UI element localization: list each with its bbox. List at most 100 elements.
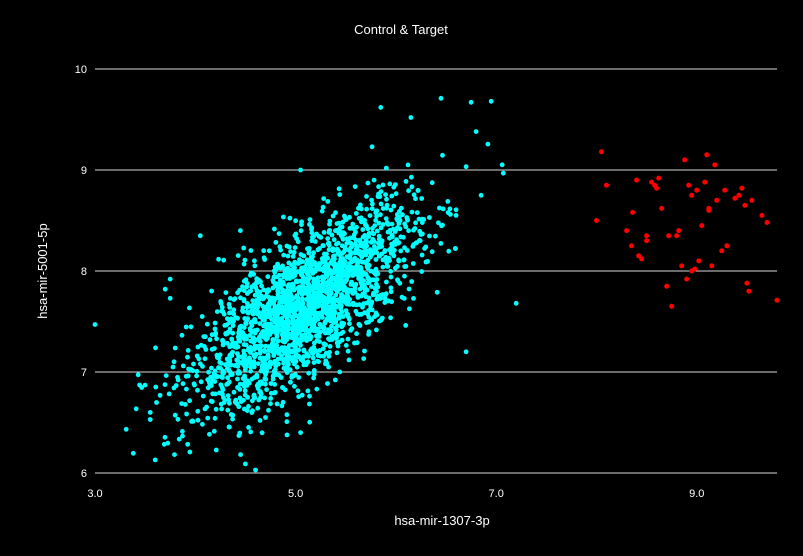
control-point: [418, 232, 424, 237]
control-point: [368, 277, 373, 283]
control-point: [273, 240, 279, 245]
control-point: [207, 431, 212, 437]
control-point: [262, 307, 268, 313]
control-point: [419, 196, 425, 201]
control-point: [311, 371, 317, 377]
control-point: [345, 311, 350, 317]
control-point: [347, 235, 353, 241]
control-point: [293, 218, 298, 224]
control-point: [278, 375, 284, 380]
control-point: [404, 248, 410, 253]
control-point: [277, 306, 282, 312]
control-point: [167, 295, 173, 301]
control-point: [213, 447, 219, 453]
control-point: [340, 323, 345, 329]
control-point: [320, 204, 326, 210]
control-point: [362, 241, 368, 247]
control-point: [346, 357, 352, 363]
control-point: [227, 424, 232, 430]
control-point: [244, 284, 250, 290]
control-point: [384, 263, 390, 269]
control-point: [213, 332, 218, 337]
x-tick-label: 5.0: [288, 488, 303, 500]
control-point: [247, 333, 253, 338]
target-point: [644, 238, 650, 244]
control-point: [248, 346, 254, 352]
control-point: [383, 291, 389, 297]
control-point: [153, 384, 159, 390]
control-point: [225, 316, 230, 322]
control-point: [374, 213, 379, 219]
control-point: [252, 394, 257, 400]
control-point: [406, 286, 412, 292]
control-point: [406, 228, 411, 234]
control-point: [267, 364, 273, 370]
control-point: [260, 359, 266, 365]
control-point: [242, 367, 248, 373]
control-point: [350, 221, 356, 227]
y-tick-label: 9: [81, 165, 87, 177]
control-point: [365, 257, 371, 263]
control-point: [392, 229, 398, 234]
control-point: [256, 383, 262, 389]
control-point: [279, 316, 285, 321]
control-point: [478, 192, 484, 198]
control-point: [231, 307, 237, 313]
control-point: [234, 357, 240, 363]
control-point: [353, 282, 359, 287]
control-point: [343, 217, 349, 223]
control-point: [361, 301, 367, 307]
control-point: [299, 333, 305, 338]
control-point: [323, 350, 329, 356]
control-point: [278, 296, 284, 302]
control-point: [242, 357, 248, 363]
control-point: [294, 236, 299, 241]
control-point: [326, 240, 332, 246]
target-point: [652, 182, 658, 188]
control-point: [230, 323, 236, 328]
target-point: [759, 212, 765, 218]
control-point: [361, 356, 367, 361]
control-point: [277, 244, 283, 250]
control-point: [175, 416, 181, 422]
control-point: [205, 415, 211, 421]
control-point: [179, 401, 185, 406]
target-point: [696, 258, 702, 264]
control-point: [233, 399, 238, 405]
control-point: [353, 241, 358, 247]
control-point: [250, 398, 255, 404]
control-point: [399, 294, 405, 300]
control-point: [380, 264, 386, 270]
control-point: [298, 259, 304, 265]
control-point: [300, 296, 305, 302]
control-point: [288, 303, 293, 309]
control-point: [238, 360, 244, 366]
control-point: [415, 188, 421, 193]
control-point: [248, 248, 254, 253]
control-point: [300, 280, 306, 285]
control-point: [395, 217, 400, 223]
control-point: [380, 182, 386, 188]
control-point: [258, 348, 263, 354]
control-point: [446, 248, 452, 254]
control-point: [272, 226, 277, 232]
control-point: [209, 346, 215, 352]
control-point: [311, 375, 316, 381]
control-point: [376, 233, 382, 239]
control-point: [380, 292, 385, 297]
control-point: [185, 354, 190, 360]
control-point: [301, 307, 307, 313]
control-point: [342, 259, 348, 265]
control-point: [324, 280, 330, 286]
control-point: [271, 372, 276, 378]
control-point: [364, 206, 369, 212]
control-point: [293, 312, 298, 318]
control-point: [388, 207, 394, 213]
control-point: [287, 215, 293, 221]
control-point: [232, 296, 238, 301]
control-point: [214, 309, 220, 314]
control-point: [384, 220, 390, 226]
control-point: [329, 281, 335, 287]
control-point: [427, 233, 432, 239]
control-point: [408, 115, 414, 120]
